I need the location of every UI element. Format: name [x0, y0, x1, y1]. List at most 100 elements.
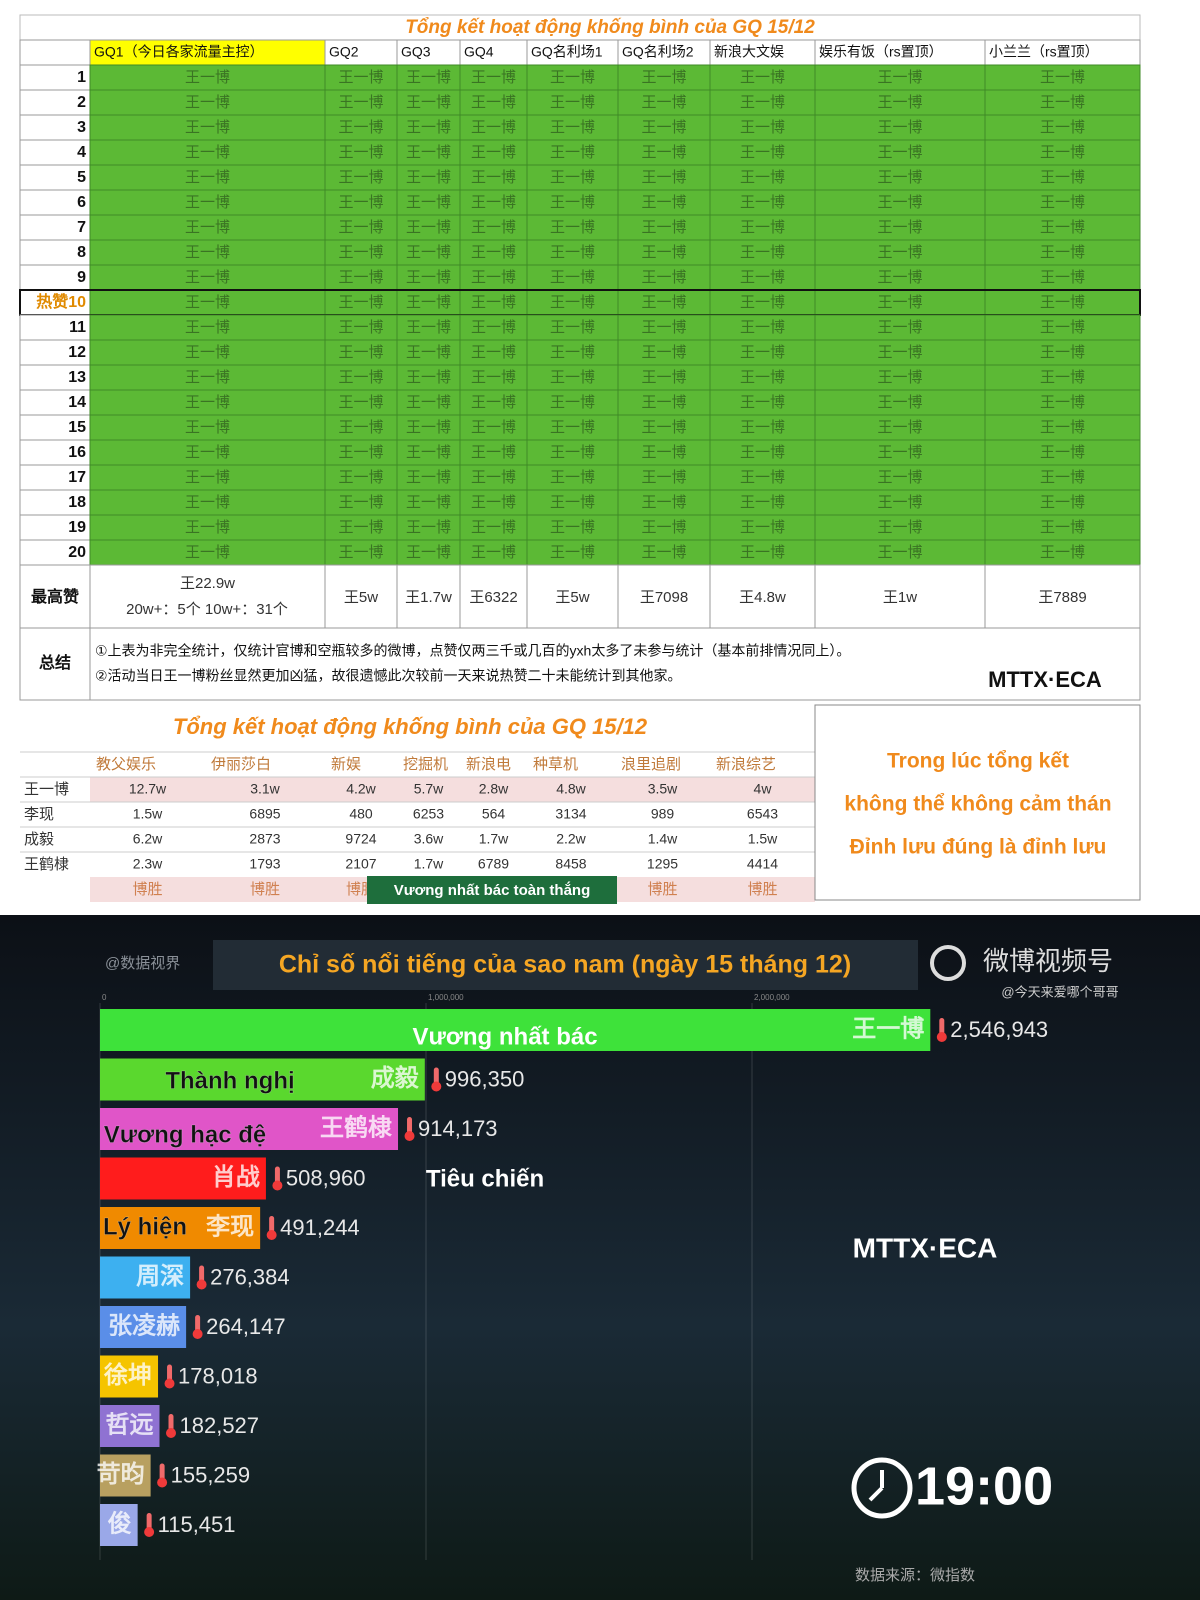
column-header: 挖掘机	[403, 756, 448, 773]
cell-text: 王一博	[550, 394, 595, 411]
cell-text: 王一博	[641, 469, 686, 486]
cell-text: 2.8w	[479, 781, 509, 797]
annotation: Tiêu chiến	[426, 1165, 544, 1192]
cell-text: 王5w	[555, 589, 589, 606]
cell-text: 王一博	[740, 219, 785, 236]
cell	[459, 539, 528, 566]
value-label: 264,147	[206, 1314, 286, 1339]
cell-text: 王一博	[641, 444, 686, 461]
cell	[396, 489, 461, 516]
cell	[617, 114, 711, 141]
x-tick-label: 1,000,000	[428, 993, 464, 1002]
summary-cell	[89, 627, 1141, 701]
cell-text: 博胜	[747, 881, 777, 898]
cell	[617, 289, 711, 316]
cell	[526, 439, 619, 466]
bar	[100, 1009, 931, 1051]
cell-text: 王一博	[550, 219, 595, 236]
cell-text: 王一博	[641, 144, 686, 161]
cell-text: 王一博	[550, 244, 595, 261]
cell	[709, 64, 816, 91]
cell	[984, 564, 1141, 629]
cell-text: 王一博	[1040, 269, 1085, 286]
cell	[459, 514, 528, 541]
cell-text: 王一博	[877, 294, 922, 311]
cell-text: 3.1w	[250, 781, 280, 797]
cell-text: 王一博	[185, 369, 230, 386]
title-box	[213, 940, 918, 990]
bar	[100, 1207, 261, 1249]
cell-text: 9724	[345, 831, 376, 847]
cell-text: 王一博	[550, 169, 595, 186]
row-label: 2	[77, 94, 86, 111]
cell	[396, 514, 461, 541]
cell-text: 王一博	[338, 544, 383, 561]
cell-text: 王一博	[185, 519, 230, 536]
x-tick-label: 0	[102, 993, 107, 1002]
value-label: 914,173	[418, 1116, 498, 1141]
bar-name: 哲远	[106, 1411, 154, 1438]
cell-text: 王一博	[877, 194, 922, 211]
side-text: Đỉnh lưu đúng là đỉnh lưu	[850, 836, 1107, 859]
cell-text: 4.8w	[556, 781, 586, 797]
bar-name: 成毅	[371, 1064, 420, 1092]
cell-text: 8458	[555, 856, 586, 872]
cell-text: 王一博	[877, 419, 922, 436]
watermark: MTTX·ECA	[853, 1232, 998, 1263]
cell-text: 王一博	[471, 369, 516, 386]
cell-text: 王一博	[471, 519, 516, 536]
cell-text: 6543	[747, 806, 778, 822]
cell-text: 王一博	[406, 444, 451, 461]
cell-text: 王一博	[338, 169, 383, 186]
cell	[617, 539, 711, 566]
cell-text: 王一博	[185, 244, 230, 261]
cell-text: 王1.7w	[405, 589, 452, 606]
cell-text: 王一博	[471, 294, 516, 311]
cell-note: 20w+：5个 10w+：31个	[126, 601, 288, 618]
thermometer	[404, 1131, 415, 1141]
row-label-cell	[19, 514, 91, 541]
value-label: 115,451	[158, 1512, 236, 1537]
cell-text: 王一博	[185, 119, 230, 136]
cell-text: 王一博	[1040, 394, 1085, 411]
cell	[814, 489, 986, 516]
cell-text: 王一博	[338, 344, 383, 361]
cell	[324, 464, 398, 491]
row-label-cell	[19, 389, 91, 416]
cell-text: 王一博	[740, 544, 785, 561]
cell-text: 王一博	[641, 169, 686, 186]
cell-text: 王一博	[877, 94, 922, 111]
cell	[396, 314, 461, 341]
cell	[89, 289, 326, 316]
cell-text: 王一博	[406, 94, 451, 111]
cell-text: 王一博	[740, 244, 785, 261]
cell-text: 王一博	[877, 319, 922, 336]
cell-text: 王一博	[338, 394, 383, 411]
cell	[396, 339, 461, 366]
cell-text: 王一博	[1040, 94, 1085, 111]
cell-text: 王一博	[1040, 244, 1085, 261]
thermometer	[431, 1081, 442, 1092]
cell-text: 王一博	[1040, 144, 1085, 161]
cell	[526, 214, 619, 241]
cell-text: 王一博	[740, 444, 785, 461]
cell-text: 王一博	[740, 494, 785, 511]
cell	[89, 64, 326, 91]
bar	[100, 1157, 266, 1200]
thermometer	[269, 1216, 275, 1234]
cell	[709, 514, 816, 541]
cell-text: 王一博	[406, 369, 451, 386]
cell-text: 王一博	[1040, 169, 1085, 186]
cell-text: 王一博	[550, 369, 595, 386]
cell-text: 王一博	[550, 444, 595, 461]
cell-text: 王一博	[641, 244, 686, 261]
header-cell	[526, 39, 619, 66]
cell-text: 王一博	[641, 369, 686, 386]
cell	[709, 189, 816, 216]
cell-text: 王一博	[185, 394, 230, 411]
bar-name: 苛昀	[97, 1460, 145, 1488]
clock-icon	[851, 1457, 913, 1519]
cell-text: 王一博	[338, 369, 383, 386]
cell-text: 王一博	[338, 119, 383, 136]
